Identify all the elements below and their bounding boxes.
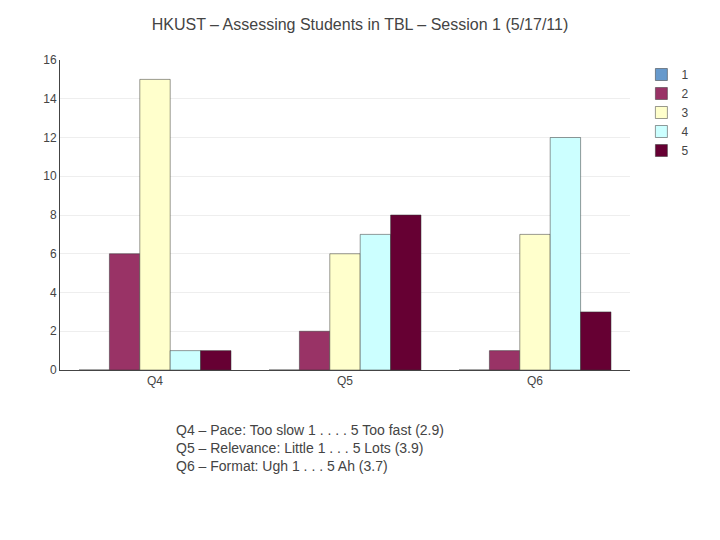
svg-text:0: 0 [50,363,57,377]
svg-text:HKUST – Assessing Students in: HKUST – Assessing Students in TBL – Sess… [152,16,569,33]
svg-text:6: 6 [50,247,57,261]
svg-text:8: 8 [50,208,57,222]
svg-text:16: 16 [43,53,57,67]
svg-text:3: 3 [681,106,688,120]
svg-text:4: 4 [50,286,57,300]
svg-text:Q4 – Pace: Too slow 1 . . . .: Q4 – Pace: Too slow 1 . . . . 5 Too fast… [176,422,444,474]
svg-text:1: 1 [681,68,688,82]
svg-text:Q4: Q4 [147,374,163,388]
svg-text:Q6: Q6 [527,374,543,388]
svg-text:10: 10 [43,169,57,183]
svg-text:12: 12 [43,131,57,145]
svg-text:2: 2 [681,87,688,101]
svg-text:4: 4 [681,125,688,139]
svg-text:5: 5 [681,144,688,158]
svg-text:14: 14 [43,92,57,106]
svg-text:2: 2 [50,324,57,338]
svg-text:Q5: Q5 [337,374,353,388]
